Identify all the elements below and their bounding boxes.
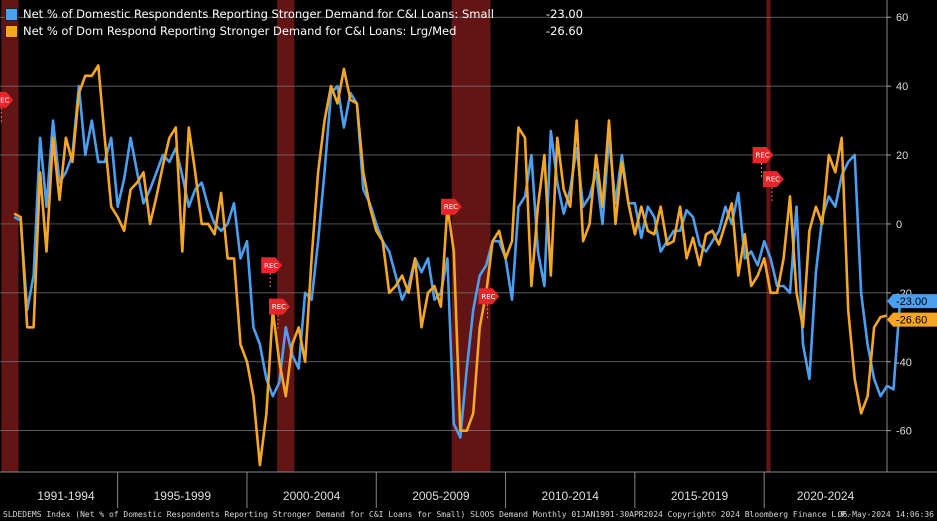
legend-label-large: Net % of Dom Respond Reporting Stronger … xyxy=(23,24,457,38)
svg-text:REC: REC xyxy=(264,262,278,270)
legend-value-small: -23.00 xyxy=(545,7,583,21)
svg-text:REC: REC xyxy=(0,96,9,104)
svg-text:REC: REC xyxy=(272,303,286,311)
recession-band xyxy=(277,0,295,472)
svg-text:-26.60: -26.60 xyxy=(896,315,927,327)
rec-marker: REC xyxy=(268,298,290,331)
recession-band xyxy=(766,0,771,472)
footer-source: SLDEDEMS Index (Net % of Domestic Respon… xyxy=(3,510,851,519)
svg-text:REC: REC xyxy=(755,152,769,160)
legend-swatch-small xyxy=(5,8,18,21)
recession-band xyxy=(451,0,491,472)
rec-marker: REC xyxy=(440,198,462,231)
series-line-large xyxy=(13,64,888,467)
x-tick-label: 2020-2024 xyxy=(797,489,855,503)
x-tick-label: 2015-2019 xyxy=(671,489,729,503)
x-tick-label: 1991-1994 xyxy=(37,489,95,503)
legend-item-large: Net % of Dom Respond Reporting Stronger … xyxy=(5,23,583,40)
rec-marker: REC xyxy=(261,257,283,290)
x-tick-label: 2005-2009 xyxy=(412,489,470,503)
svg-text:REC: REC xyxy=(481,293,495,301)
rec-marker: REC xyxy=(478,288,500,321)
legend: Net % of Domestic Respondents Reporting … xyxy=(5,6,583,40)
y-tick-label: 60 xyxy=(896,12,908,24)
footer: SLDEDEMS Index (Net % of Domestic Respon… xyxy=(0,509,937,521)
gridlines xyxy=(0,16,887,432)
y-tick-label: 20 xyxy=(896,150,908,162)
series-line-small xyxy=(13,84,902,439)
series-lines xyxy=(13,64,902,467)
x-tick-label: 2010-2014 xyxy=(542,489,600,503)
last-value-tag-small: -23.00 xyxy=(887,294,937,309)
rec-marker: REC xyxy=(752,147,774,180)
recession-band xyxy=(1,0,19,472)
y-tick-label: -60 xyxy=(896,426,912,438)
x-axis-labels: 1991-1994 1995-1999 2000-2004 2005-2009 2010… xyxy=(37,489,854,503)
x-axis-dividers xyxy=(117,472,765,508)
legend-item-small: Net % of Domestic Respondents Reporting … xyxy=(5,6,583,23)
legend-label-small: Net % of Domestic Respondents Reporting … xyxy=(23,7,494,21)
legend-swatch-large xyxy=(5,25,18,38)
svg-text:REC: REC xyxy=(766,176,780,184)
y-tick-label: 0 xyxy=(896,219,902,231)
last-value-tag-large: -26.60 xyxy=(887,312,937,327)
x-tick-label: 1995-1999 xyxy=(154,489,212,503)
recession-markers: REC REC REC REC REC REC REC xyxy=(0,91,784,331)
rec-marker: REC xyxy=(762,171,784,204)
rec-marker: REC xyxy=(0,91,14,124)
x-tick-label: 2000-2004 xyxy=(283,489,341,503)
footer-timestamp: 06-May-2024 14:06:36 xyxy=(837,510,934,519)
y-tick-label: 40 xyxy=(896,81,908,93)
y-tick-label: -40 xyxy=(896,357,912,369)
svg-text:-23.00: -23.00 xyxy=(896,296,927,308)
last-value-tags: -23.00 -26.60 xyxy=(887,294,937,327)
svg-text:REC: REC xyxy=(444,203,458,211)
legend-value-large: -26.60 xyxy=(545,24,583,38)
